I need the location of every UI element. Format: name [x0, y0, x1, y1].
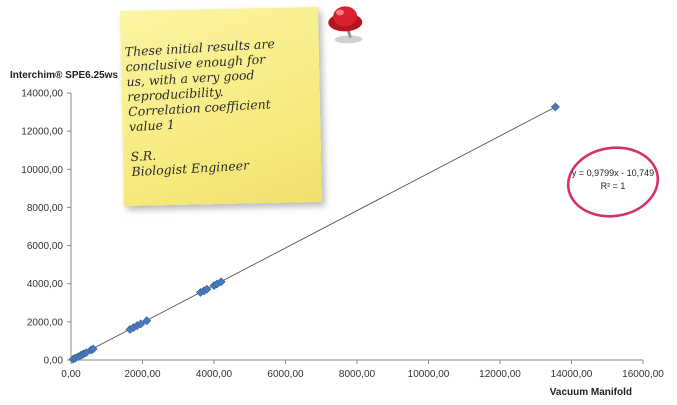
y-tick-label: 0,00 [44, 356, 64, 367]
y-tick-label: 8000,00 [27, 203, 64, 214]
note-text: These initial results are conclusive eno… [124, 34, 321, 179]
pushpin-icon [328, 6, 363, 44]
x-tick-label: 6000,00 [267, 369, 304, 380]
x-tick-label: 2000,00 [124, 369, 161, 380]
data-point [216, 277, 226, 287]
x-tick-label: 4000,00 [196, 369, 233, 380]
data-point [202, 284, 212, 294]
data-point [136, 319, 146, 329]
x-tick-label: 14000,00 [551, 369, 593, 380]
x-tick-label: 12000,00 [479, 369, 521, 380]
x-tick-label: 0,00 [61, 369, 81, 380]
sticky-note: These initial results are conclusive eno… [119, 6, 363, 207]
data-point [88, 344, 98, 354]
x-tick-label: 16000,00 [622, 369, 664, 380]
y-tick-label: 4000,00 [27, 279, 64, 290]
x-tick-label: 10000,00 [408, 369, 450, 380]
y-tick-label: 10000,00 [21, 165, 63, 176]
x-tick-label: 8000,00 [339, 369, 376, 380]
r-squared-label: R² = 1 [601, 181, 626, 191]
y-tick-label: 2000,00 [27, 317, 64, 328]
x-axis-title: Vacuum Manifold [550, 387, 632, 398]
trendline [70, 106, 556, 361]
y-tick-label: 6000,00 [27, 241, 64, 252]
y-tick-label: 12000,00 [21, 127, 63, 138]
equation-circle [566, 146, 660, 218]
y-tick-label: 14000,00 [21, 89, 63, 100]
y-axis-title: Interchim® SPE6.25ws [10, 70, 118, 81]
data-point [142, 316, 152, 326]
data-point [550, 102, 560, 112]
trendline-equation: y = 0,9799x - 10,749 [572, 168, 654, 178]
